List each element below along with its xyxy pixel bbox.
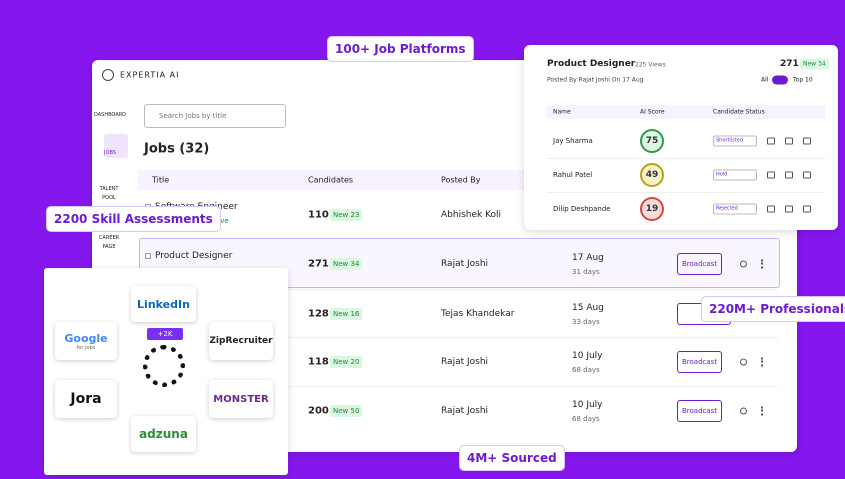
jobs-heading: Jobs (32) [144,141,210,157]
posted-by: Rajat Joshi [441,406,489,416]
job-age: 68 days [572,366,600,374]
job-age: 31 days [572,268,600,276]
ai-score: 19 [640,197,664,221]
new-candidates: New 16 [330,308,363,320]
job-title[interactable]: Product Designer [155,251,233,261]
popup-new: New 34 [800,58,829,70]
row-icon[interactable] [803,137,811,145]
new-candidates: New 23 [330,209,363,221]
popup-header-bg [547,105,825,119]
posted-date: 15 Aug [572,303,604,313]
feature-badge: 4M+ Sourced [459,445,565,471]
popup-views: 225 Views [635,61,666,69]
row-icon[interactable] [785,137,793,145]
adzuna-logo: adzuna [131,416,196,452]
broadcast-button[interactable]: Broadcast [677,351,723,373]
column-header: Title [152,175,170,185]
row-icon[interactable] [767,205,775,213]
column-header: Candidates [308,175,354,185]
filter-top[interactable]: Top 10 [793,76,813,84]
row-icon[interactable] [767,171,775,179]
brand-icon [102,69,114,81]
row-divider [547,158,825,159]
google-sub: for Jobs [76,344,96,351]
job-popup: Product Designer 225 Views 271 New 34 Po… [524,45,838,230]
popup-column: Name [553,108,571,116]
more-icon[interactable] [761,406,763,416]
google-logo: Google for Jobs [55,322,117,360]
linkedin-logo: LinkedIn [131,286,196,322]
candidates: 271 [308,258,329,270]
share-icon[interactable] [740,260,747,268]
nav-item[interactable]: JOBS [104,150,116,156]
ai-score: 49 [640,163,664,187]
broadcast-button[interactable]: Broadcast [677,253,723,275]
nav-item[interactable]: CAREER PAGE [98,235,120,250]
popup-candidates: 271 [780,59,799,69]
candidates: 110 [308,209,329,221]
monster-logo: MONSTER [209,380,273,418]
posted-by: Tejas Khandekar [441,309,515,319]
row-divider [138,337,778,338]
posted-by: Rajat Joshi [441,259,489,269]
google-name: Google [64,331,108,345]
column-header: Posted By [441,175,481,185]
search-placeholder: Search Jobs by title [159,112,227,120]
row-icon[interactable] [803,205,811,213]
platforms-card: LinkedIn Google for Jobs ZipRecruiter Jo… [44,268,288,475]
candidate-status[interactable]: Shortlisted [713,135,757,147]
ai-score: 75 [640,129,664,153]
new-candidates: New 34 [330,258,363,270]
row-checkbox [145,253,151,259]
feature-badge: 220M+ Professionals [701,296,845,322]
filter-all[interactable]: All [761,76,769,84]
feature-badge: 100+ Job Platforms [327,36,474,62]
share-icon[interactable] [740,358,747,366]
posted-date: 10 July [572,351,603,361]
feature-badge: 2200 Skill Assessments [46,206,221,232]
new-candidates: New 20 [330,356,363,368]
broadcast-button[interactable]: Broadcast [677,400,723,422]
popup-column: AI Score [640,108,665,116]
popup-column: Candidate Status [713,108,765,116]
more-icon[interactable] [761,259,763,269]
candidates: 118 [308,356,329,368]
candidate-name[interactable]: Rahul Patel [553,171,593,179]
nav-item[interactable]: DASHBOARD [93,112,127,118]
row-icon[interactable] [785,205,793,213]
nav-item[interactable]: TALENT POOL [99,186,119,201]
row-icon[interactable] [803,171,811,179]
posted-by: Abhishek Koli [441,210,502,220]
expertia-logo [143,345,185,387]
row-divider [547,192,825,193]
brand: EXPERTIA AI [120,70,180,80]
jora-logo: Jora [55,380,117,418]
share-icon[interactable] [740,407,747,415]
job-age: 68 days [572,415,600,423]
candidate-name[interactable]: Jay Sharma [553,137,593,145]
candidate-status[interactable]: Hold [713,169,757,181]
row-icon[interactable] [767,137,775,145]
popup-title: Product Designer [547,59,636,69]
posted-by: Rajat Joshi [441,357,489,367]
posted-date: 10 July [572,400,603,410]
candidate-status[interactable]: Rejected [713,203,757,215]
row-divider [138,289,778,290]
new-candidates: New 50 [330,405,363,417]
job-age: 33 days [572,318,600,326]
popup-posted: Posted By Rajat Joshi On 17 Aug [547,76,644,84]
nav-active-bg [104,134,128,158]
ziprecruiter-logo: ZipRecruiter [209,322,273,360]
row-icon[interactable] [785,171,793,179]
row-divider [138,386,778,387]
candidate-name[interactable]: Dilip Deshpande [553,205,611,213]
search-box[interactable]: Search Jobs by title [144,104,286,128]
count-badge: +2K [147,328,183,340]
toggle[interactable] [772,75,788,85]
more-icon[interactable] [761,357,763,367]
candidates: 128 [308,308,329,320]
posted-date: 17 Aug [572,253,604,263]
candidates: 200 [308,405,329,417]
